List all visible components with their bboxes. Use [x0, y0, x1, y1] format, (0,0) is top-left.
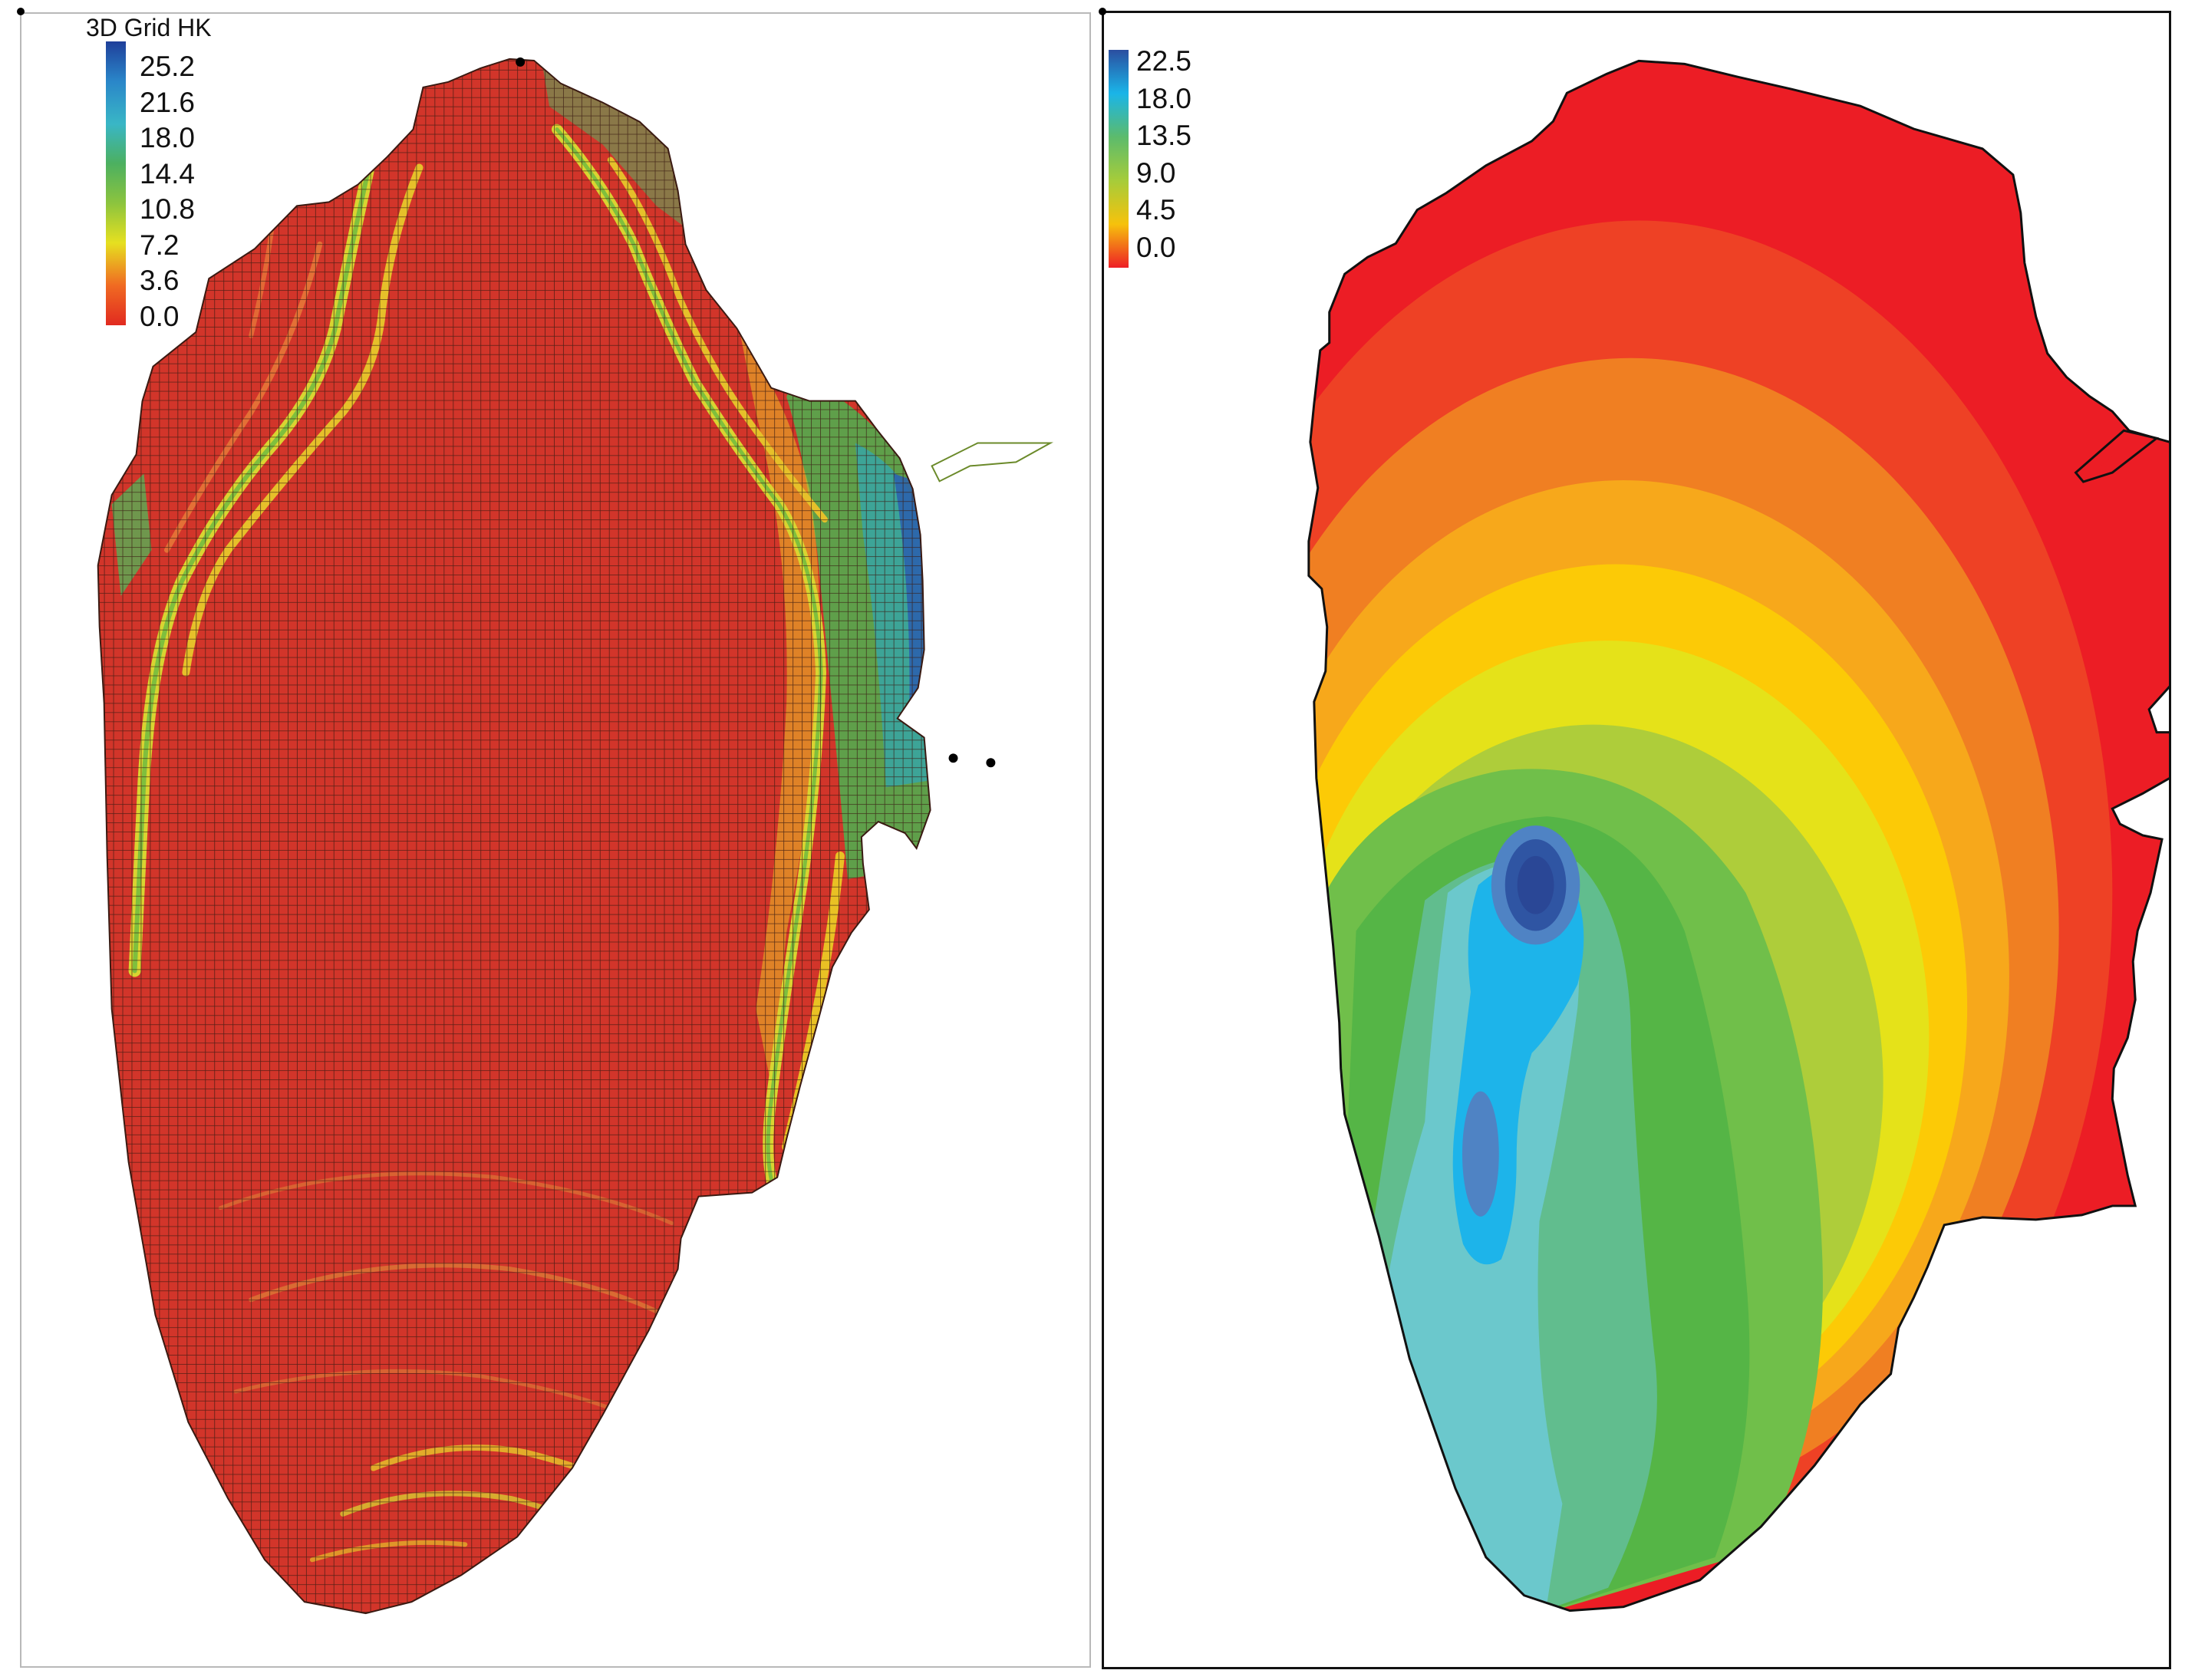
legend-label: 3.6: [140, 265, 180, 296]
legend-label: 13.5: [1136, 120, 1192, 151]
contour-legend: 22.5 18.0 13.5 9.0 4.5 0.0: [1104, 45, 1257, 280]
inlet-fill: [2089, 448, 2116, 472]
legend-label: 18.0: [1136, 82, 1192, 114]
legend-label: 4.5: [1136, 194, 1176, 226]
grid-hk-map-panel: 3D Grid HK 25.2 21.6 18.0 14.4 10.8 7.2 3.6 0.0: [20, 12, 1091, 1668]
legend-label: 25.2: [140, 51, 196, 82]
contour-map-panel: 22.5 18.0 13.5 9.0 4.5 0.0: [1102, 11, 2171, 1669]
well-point: [948, 753, 958, 763]
contour-map: [1307, 59, 2169, 1612]
legend-title: 3D Grid HK: [86, 14, 212, 41]
inlet-outline: [931, 442, 1053, 483]
legend-label: 7.2: [140, 229, 180, 261]
legend-label: 22.5: [1136, 45, 1192, 77]
legend-label: 10.8: [140, 193, 196, 225]
legend-label: 9.0: [1136, 156, 1176, 189]
corner-marker: [17, 8, 25, 15]
contour-fills: [1308, 61, 2169, 1611]
legend-label: 21.6: [140, 86, 196, 118]
hk-legend: 3D Grid HK 25.2 21.6 18.0 14.4 10.8 7.2 3.6 0.0: [86, 14, 239, 336]
legend-color-bar: [1109, 50, 1129, 268]
inlet-outline: [2074, 429, 2160, 483]
grid-hk-map: [97, 57, 1053, 1615]
corner-marker: [1099, 8, 1106, 15]
legend-label: 0.0: [1136, 231, 1176, 263]
well-point: [516, 57, 526, 67]
legend-color-bar: [106, 41, 126, 325]
legend-label: 18.0: [140, 122, 196, 153]
legend-label: 14.4: [140, 157, 196, 189]
well-point: [986, 758, 996, 768]
legend-label: 0.0: [140, 300, 180, 332]
